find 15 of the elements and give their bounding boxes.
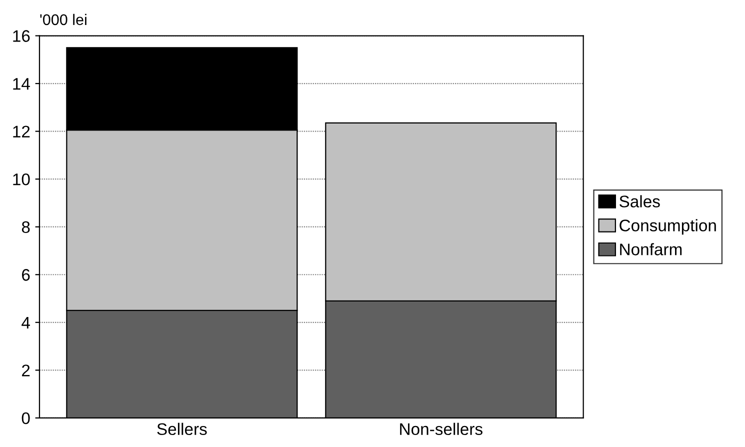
legend-label: Nonfarm — [620, 243, 682, 256]
legend-label: Consumption — [620, 219, 716, 235]
y-tick-label: 16 — [13, 30, 30, 42]
y-axis-title: '000 lei — [40, 14, 86, 26]
y-tick-label: 12 — [13, 126, 30, 138]
y-tick-label: 0 — [22, 412, 30, 424]
y-tick-label: 10 — [13, 173, 30, 186]
y-tick-label: 2 — [22, 364, 30, 376]
y-tick-label: 4 — [22, 316, 30, 328]
x-tick-label: Non-sellers — [400, 422, 482, 436]
y-tick-label: 6 — [22, 269, 30, 281]
x-tick-label: Sellers — [157, 422, 207, 436]
y-tick-label: 8 — [22, 221, 30, 234]
legend-label: Sales — [620, 195, 660, 208]
y-tick-label: 14 — [13, 78, 30, 90]
